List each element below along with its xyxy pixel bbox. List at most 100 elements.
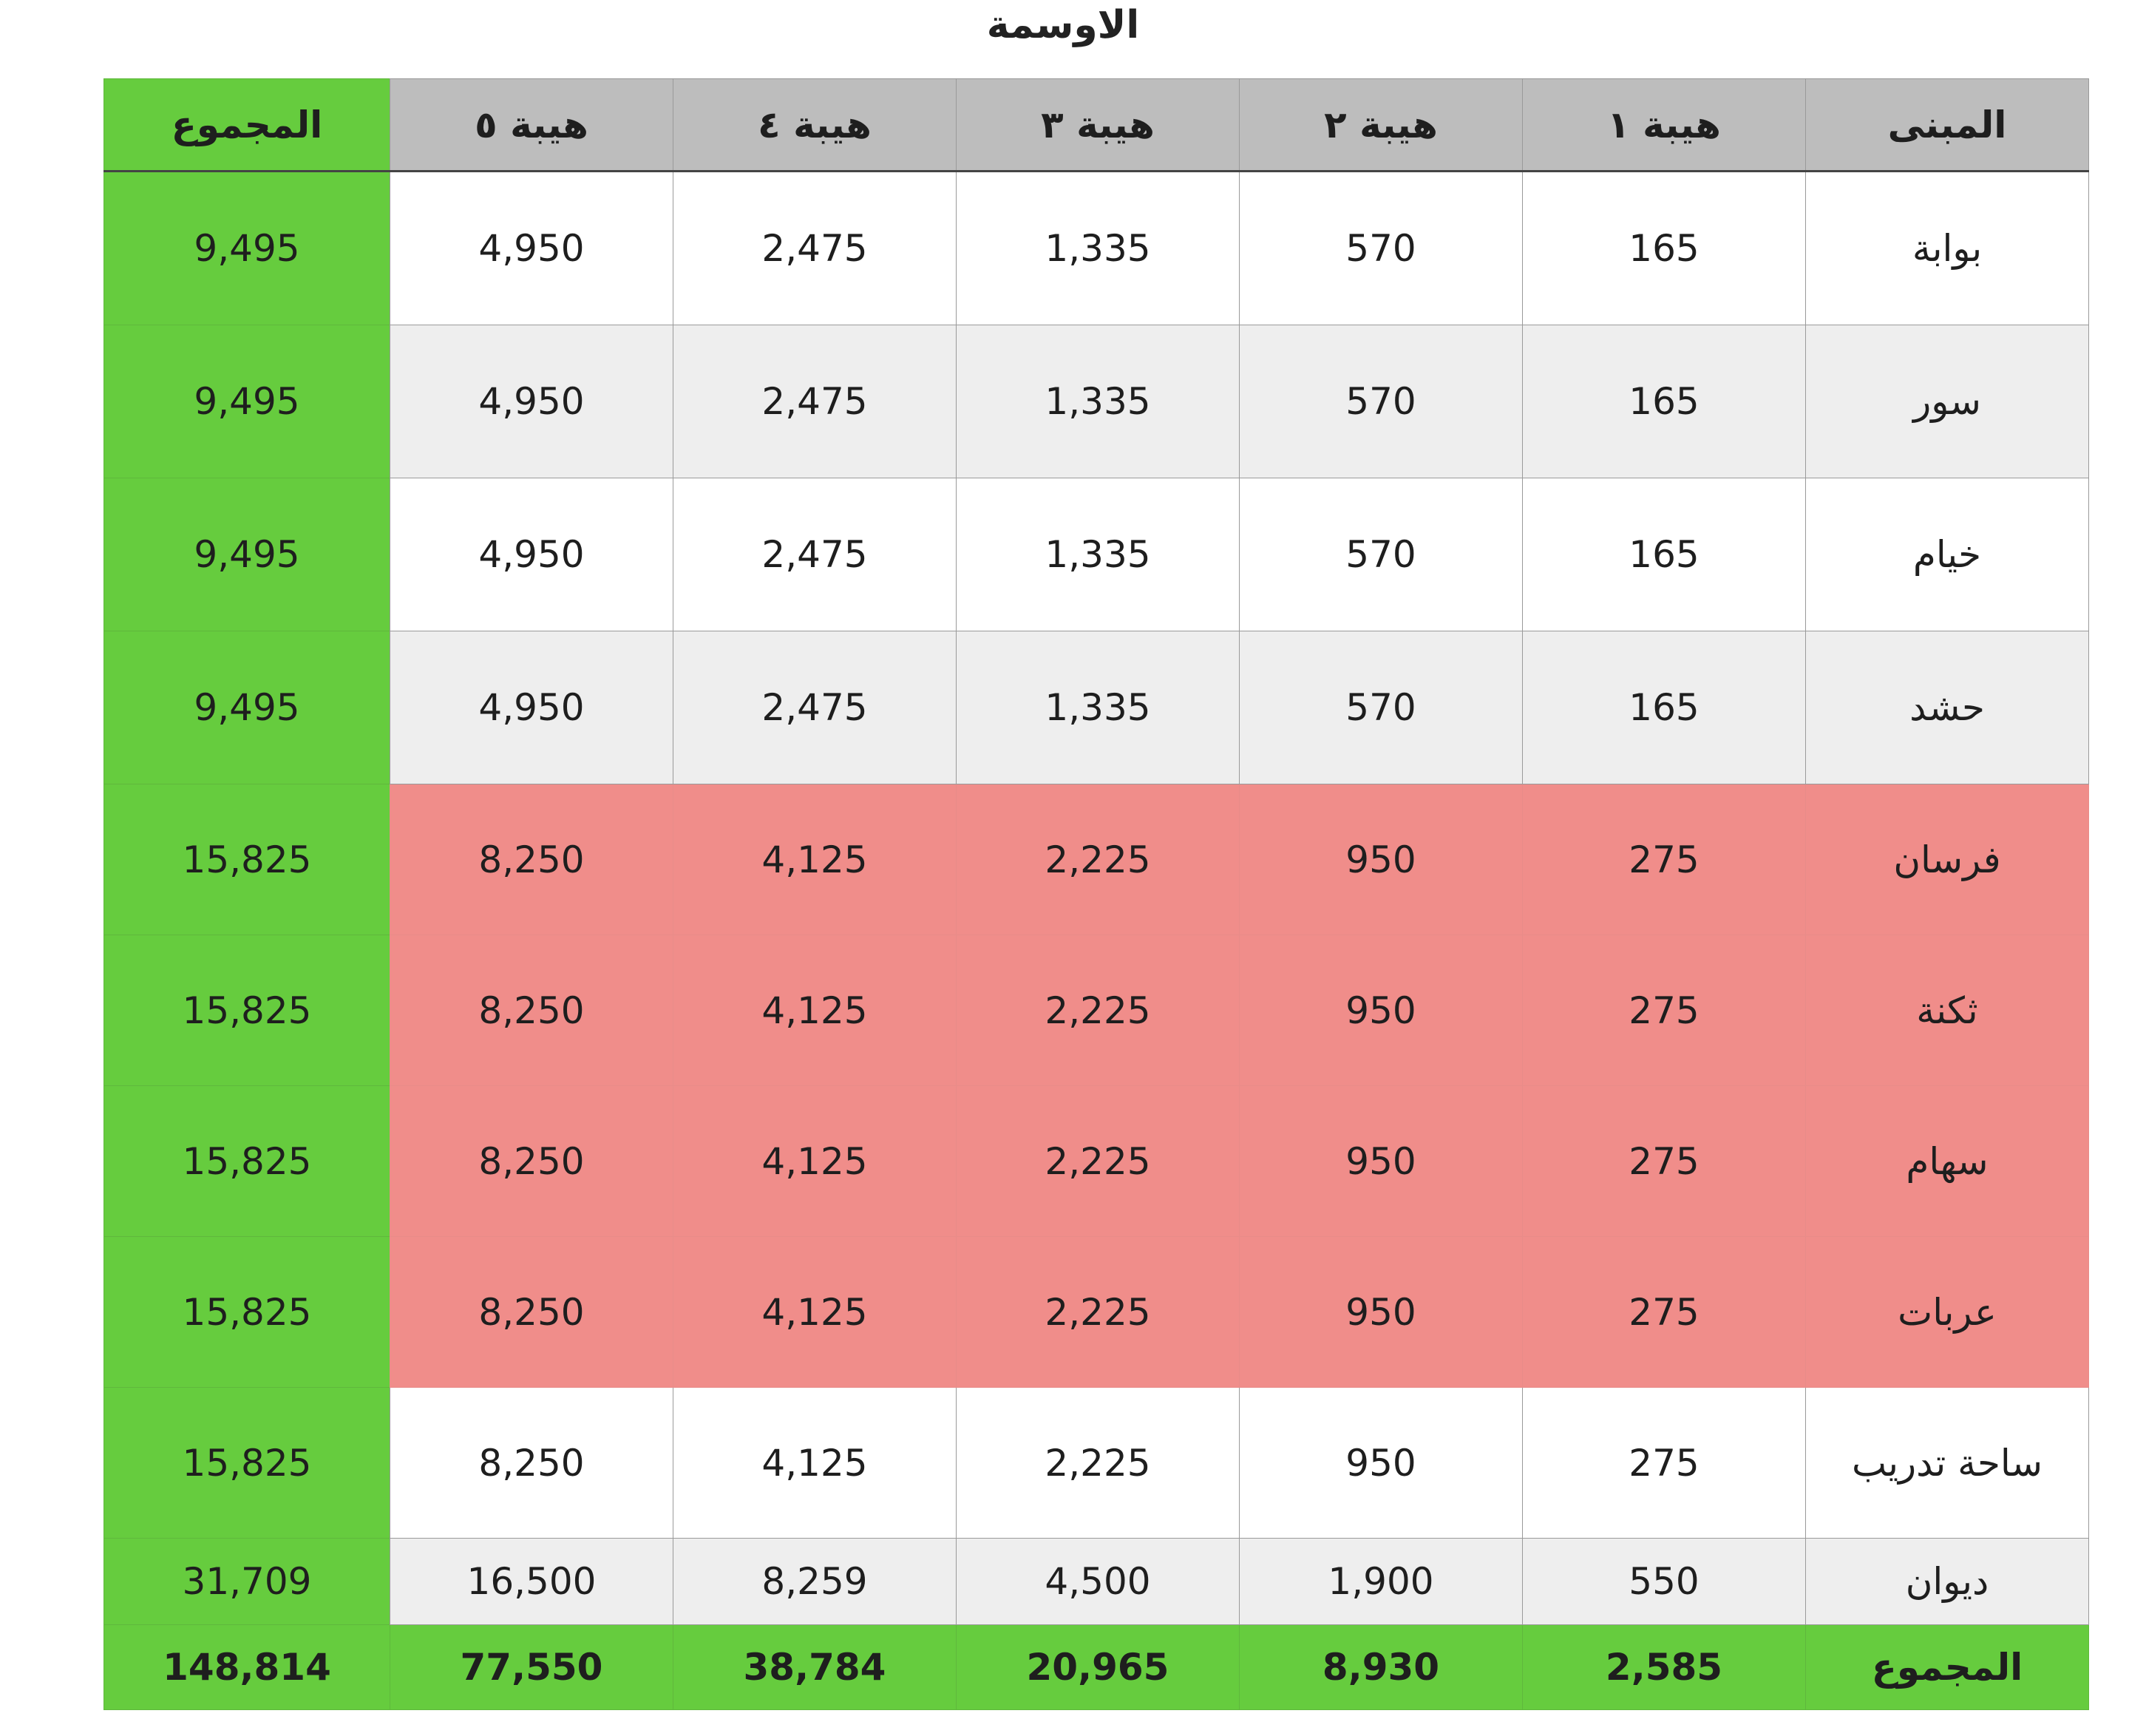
row-total: 31,709 [103,1538,390,1625]
header-row: المبنى هيبة ١ هيبة ٢ هيبة ٣ هيبة ٤ هيبة … [103,78,2089,172]
table-body: بوابة 165 570 1,335 2,475 4,950 9,495 سو… [103,171,2089,1710]
row-total: 15,825 [103,1236,390,1388]
total-level-3: 20,965 [956,1624,1240,1710]
row-total: 15,825 [103,784,390,935]
table-row: عربات 275 950 2,225 4,125 8,250 15,825 [103,1236,2089,1388]
building-name: خيام [1805,478,2089,631]
table-title: الاوسمة [0,0,2129,50]
row-total: 9,495 [103,171,390,325]
level-3-value: 1,335 [956,325,1240,478]
level-5-value: 8,250 [390,935,673,1086]
level-2-value: 570 [1239,631,1523,784]
level-4-value: 4,125 [673,784,957,935]
building-name: ثكنة [1805,935,2089,1086]
building-name: فرسان [1805,784,2089,935]
table-row: بوابة 165 570 1,335 2,475 4,950 9,495 [103,171,2089,325]
level-3-value: 2,225 [956,1236,1240,1388]
header-level-3: هيبة ٣ [956,78,1240,172]
grand-total: 148,814 [103,1624,390,1710]
header-level-1: هيبة ١ [1522,78,1806,172]
building-name: عربات [1805,1236,2089,1388]
table-row: سهام 275 950 2,225 4,125 8,250 15,825 [103,1085,2089,1237]
table-row: ديوان 550 1,900 4,500 8,259 16,500 31,70… [103,1538,2089,1625]
level-1-value: 165 [1522,478,1806,631]
table-row: فرسان 275 950 2,225 4,125 8,250 15,825 [103,784,2089,935]
header-building: المبنى [1805,78,2089,172]
level-2-value: 1,900 [1239,1538,1523,1625]
total-level-1: 2,585 [1522,1624,1806,1710]
level-5-value: 8,250 [390,1236,673,1388]
header-level-2: هيبة ٢ [1239,78,1523,172]
level-4-value: 4,125 [673,1236,957,1388]
medals-table: المبنى هيبة ١ هيبة ٢ هيبة ٣ هيبة ٤ هيبة … [103,78,2089,1710]
level-3-value: 1,335 [956,171,1240,325]
level-2-value: 950 [1239,784,1523,935]
level-5-value: 4,950 [390,171,673,325]
level-4-value: 4,125 [673,935,957,1086]
row-total: 9,495 [103,325,390,478]
level-1-value: 275 [1522,1387,1806,1539]
level-5-value: 16,500 [390,1538,673,1625]
level-5-value: 4,950 [390,631,673,784]
table-row: حشد 165 570 1,335 2,475 4,950 9,495 [103,631,2089,784]
level-2-value: 570 [1239,478,1523,631]
table-row: ثكنة 275 950 2,225 4,125 8,250 15,825 [103,935,2089,1086]
table-row: ساحة تدريب 275 950 2,225 4,125 8,250 15,… [103,1387,2089,1539]
level-5-value: 8,250 [390,1085,673,1237]
level-3-value: 2,225 [956,1085,1240,1237]
level-4-value: 2,475 [673,171,957,325]
level-4-value: 2,475 [673,631,957,784]
building-name: ساحة تدريب [1805,1387,2089,1539]
level-4-value: 4,125 [673,1387,957,1539]
level-1-value: 275 [1522,1085,1806,1237]
total-level-5: 77,550 [390,1624,673,1710]
row-total: 15,825 [103,935,390,1086]
level-3-value: 4,500 [956,1538,1240,1625]
level-2-value: 950 [1239,935,1523,1086]
level-5-value: 4,950 [390,325,673,478]
level-4-value: 2,475 [673,478,957,631]
level-2-value: 950 [1239,1085,1523,1237]
row-total: 15,825 [103,1387,390,1539]
level-3-value: 2,225 [956,1387,1240,1539]
total-level-4: 38,784 [673,1624,957,1710]
level-3-value: 1,335 [956,631,1240,784]
level-3-value: 2,225 [956,935,1240,1086]
level-1-value: 165 [1522,325,1806,478]
level-3-value: 2,225 [956,784,1240,935]
level-2-value: 950 [1239,1236,1523,1388]
totals-label: المجموع [1805,1624,2089,1710]
total-level-2: 8,930 [1239,1624,1523,1710]
level-4-value: 2,475 [673,325,957,478]
level-1-value: 550 [1522,1538,1806,1625]
header-level-5: هيبة ٥ [390,78,673,172]
level-5-value: 8,250 [390,784,673,935]
row-total: 15,825 [103,1085,390,1237]
row-total: 9,495 [103,631,390,784]
header-total: المجموع [103,78,390,172]
level-3-value: 1,335 [956,478,1240,631]
level-4-value: 4,125 [673,1085,957,1237]
level-5-value: 4,950 [390,478,673,631]
level-1-value: 165 [1522,631,1806,784]
level-2-value: 570 [1239,171,1523,325]
building-name: سهام [1805,1085,2089,1237]
table-row: خيام 165 570 1,335 2,475 4,950 9,495 [103,478,2089,631]
building-name: بوابة [1805,171,2089,325]
building-name: حشد [1805,631,2089,784]
level-5-value: 8,250 [390,1387,673,1539]
level-1-value: 165 [1522,171,1806,325]
level-4-value: 8,259 [673,1538,957,1625]
table-title-text: الاوسمة [986,3,1140,47]
row-total: 9,495 [103,478,390,631]
level-1-value: 275 [1522,935,1806,1086]
building-name: سور [1805,325,2089,478]
totals-row: المجموع 2,585 8,930 20,965 38,784 77,550… [103,1624,2089,1710]
table-row: سور 165 570 1,335 2,475 4,950 9,495 [103,325,2089,478]
level-1-value: 275 [1522,1236,1806,1388]
level-2-value: 950 [1239,1387,1523,1539]
header-level-4: هيبة ٤ [673,78,957,172]
building-name: ديوان [1805,1538,2089,1625]
level-1-value: 275 [1522,784,1806,935]
